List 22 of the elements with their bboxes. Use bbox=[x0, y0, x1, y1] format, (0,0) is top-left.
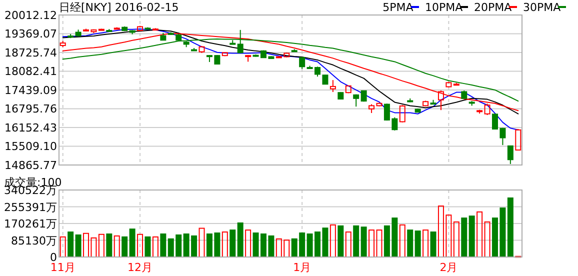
x-tick-label: 12月 bbox=[128, 261, 153, 274]
legend-label: 5PMA bbox=[382, 1, 414, 14]
y-tick-label: 170261万 bbox=[4, 218, 57, 230]
y-tick-label: 16795.76 bbox=[4, 102, 57, 116]
y-tick-label: 16152.43 bbox=[4, 122, 57, 134]
chart-title: 日经[NKY] 2016-02-15 bbox=[59, 1, 179, 14]
y-tick-label: 0 bbox=[50, 251, 57, 264]
y-tick-label: 17439.09 bbox=[4, 84, 57, 97]
y-tick-label: 15509.10 bbox=[4, 140, 57, 154]
x-tick-label: 11月 bbox=[50, 261, 76, 274]
legend-label: 30PMA bbox=[523, 1, 562, 14]
y-tick-label: 19369.07 bbox=[4, 28, 57, 41]
y-tick-label: 18725.74 bbox=[4, 46, 57, 60]
y-tick-label: 255391万 bbox=[4, 200, 57, 214]
x-tick-label: 2月 bbox=[440, 261, 458, 274]
legend-label: 10PMA bbox=[425, 1, 464, 14]
y-tick-label: 18082.41 bbox=[4, 65, 57, 78]
y-tick-label: 85130万 bbox=[11, 234, 57, 248]
y-tick-label: 14865.77 bbox=[4, 159, 57, 172]
legend-label: 20PMA bbox=[474, 1, 512, 14]
x-tick-label: 1月 bbox=[293, 261, 312, 274]
y-tick-label: 20012.12 bbox=[4, 9, 57, 22]
